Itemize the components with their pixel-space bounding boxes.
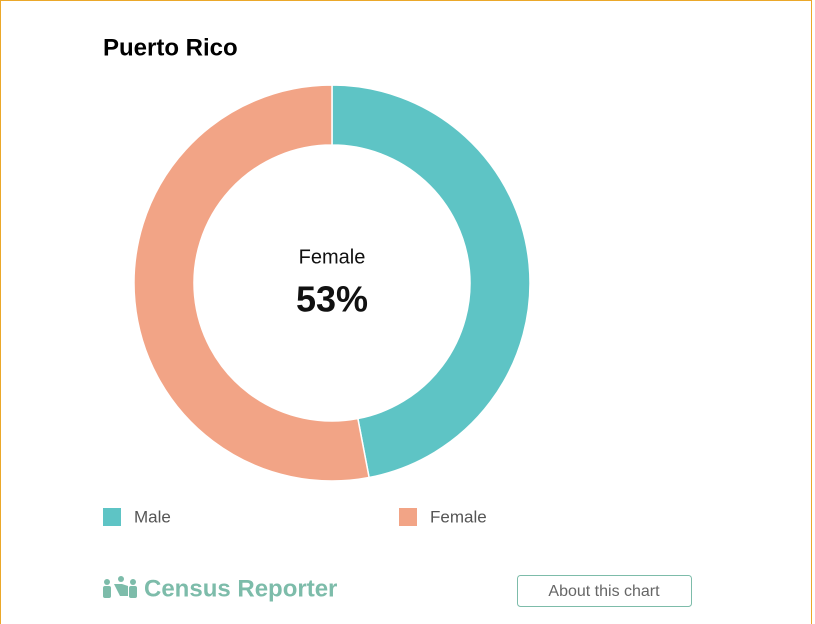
legend-label: Female — [430, 507, 487, 526]
about-button[interactable] — [517, 575, 692, 607]
center-label: Female — [299, 246, 366, 268]
brand-icon — [103, 576, 137, 598]
legend: Male Female — [103, 507, 487, 526]
chart-title: Puerto Rico — [103, 34, 238, 61]
legend-label: Male — [134, 507, 171, 526]
center-value: 53% — [296, 279, 368, 320]
legend-swatch — [103, 508, 121, 526]
donut — [133, 84, 531, 482]
about-button-label[interactable]: About this chart — [548, 583, 660, 600]
legend-swatch — [399, 508, 417, 526]
donut-slice — [331, 84, 531, 479]
brand: Census Reporter — [144, 575, 337, 602]
donut-slice — [133, 84, 370, 482]
